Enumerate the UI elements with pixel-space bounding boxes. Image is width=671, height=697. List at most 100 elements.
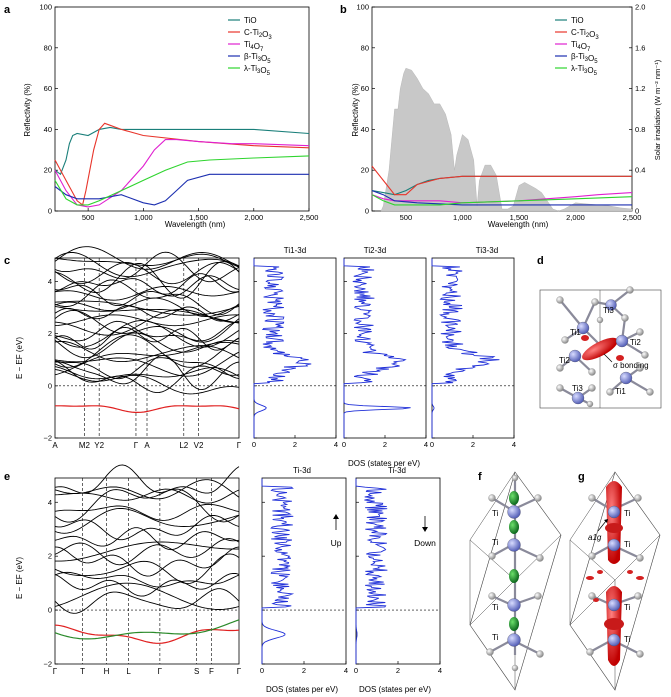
band-frame	[54, 477, 240, 665]
panel-g-label: Ti	[624, 540, 631, 549]
band-line	[54, 340, 240, 363]
y-tick-label: 40	[44, 125, 52, 134]
panel-c-letter: c	[4, 255, 10, 267]
x-tick-label: 4	[424, 440, 428, 449]
band-line	[54, 246, 240, 270]
panel-e-dos-xlabel-up: DOS (states per eV)	[266, 685, 338, 694]
dos-title: Ti3-3d	[476, 246, 498, 255]
panel-g-letter: g	[578, 471, 585, 483]
panel-f-label: Ti	[492, 509, 499, 518]
band-line	[54, 507, 240, 534]
band-line	[54, 479, 240, 500]
series-line-c-ti2o3	[371, 165, 632, 196]
y-tick-label: 0	[365, 207, 369, 216]
band-line	[54, 571, 240, 588]
x-tick-label: 2	[396, 666, 400, 675]
band-line	[54, 320, 240, 342]
band-line	[54, 488, 240, 523]
band-line	[54, 538, 240, 566]
y-right-tick-label: 1.2	[635, 84, 645, 93]
panel-c-ylabel: E − EF (eV)	[15, 337, 24, 379]
spin-down-arrowhead	[422, 527, 428, 532]
x-tick-label: 0	[260, 666, 264, 675]
x-tick-label: 4	[512, 440, 516, 449]
dos-title: Ti2-3d	[364, 246, 386, 255]
y-tick-label: −2	[43, 660, 52, 669]
dos-curve	[355, 478, 388, 664]
band-line	[54, 279, 240, 316]
panel-d-label: Ti2	[559, 356, 570, 365]
band-line	[54, 273, 240, 295]
k-point-label: Γ	[53, 667, 58, 676]
panel-e-dos: 0 2 4 Ti-3d 0 2 4 Ti-3d	[260, 466, 442, 675]
panel-d-label: Ti1	[570, 328, 581, 337]
x-tick-label: 4	[344, 666, 348, 675]
x-tick-label: 1,500	[189, 213, 208, 222]
solar-irradiation-area	[380, 67, 633, 212]
y-tick-label: 60	[44, 84, 52, 93]
panel-g-label: Ti	[624, 603, 631, 612]
panel-f-label: Ti	[492, 538, 499, 547]
band-line	[54, 546, 240, 577]
k-point-label: A	[144, 441, 150, 450]
band-line	[54, 360, 240, 394]
panel-b-xlabel: Wavelength (nm)	[488, 220, 549, 229]
panel-a-xlabel: Wavelength (nm)	[165, 220, 226, 229]
panel-c-band-structure: 420−2A M2 Y2 Γ A L2 V2 Γ	[43, 246, 242, 450]
y-tick-label: 60	[361, 84, 369, 93]
k-point-label: L2	[179, 441, 188, 450]
y-tick-label: 100	[39, 3, 52, 12]
k-point-label: Γ	[134, 441, 139, 450]
legend-label: C-Ti2O3	[244, 28, 272, 41]
y-tick-label: 0	[48, 381, 52, 390]
dos-curve	[343, 258, 411, 438]
dos-curve	[431, 258, 500, 438]
panel-b-solar-area	[380, 67, 633, 212]
panel-e-letter: e	[4, 471, 10, 483]
series-line-lambda-ti3o5	[371, 194, 633, 206]
y-right-tick-label: 0	[635, 207, 639, 216]
dos-title: Ti-3d	[293, 466, 311, 475]
band-line	[55, 405, 240, 413]
band-line	[54, 503, 240, 521]
legend-label: β-Ti3O5	[571, 52, 598, 65]
x-tick-label: 4	[334, 440, 338, 449]
panel-e-ylabel: E − EF (eV)	[15, 557, 24, 599]
x-tick-label: 2,500	[300, 213, 319, 222]
series-line-lambda-ti3o5	[54, 155, 310, 206]
band-line	[54, 515, 240, 541]
k-point-label: F	[209, 667, 214, 676]
panel-b-ylabel-right: Solar irradiation (W m⁻² nm⁻¹)	[653, 59, 662, 160]
k-point-label: H	[104, 667, 110, 676]
panel-c-dos: 0 2 4 Ti1-3d 0 2 4 Ti2-3d 0 2 4 Ti3-3d	[252, 246, 516, 449]
panel-a-letter: a	[4, 4, 11, 16]
y-tick-label: 0	[48, 207, 52, 216]
x-tick-label: 0	[430, 440, 434, 449]
band-line	[54, 334, 240, 368]
series-line-beta-ti3o5	[371, 190, 632, 206]
band-line	[54, 588, 240, 614]
k-point-label: L	[126, 667, 131, 676]
x-tick-label: 4	[438, 666, 442, 675]
band-line	[55, 541, 240, 562]
dos-curve	[261, 478, 295, 664]
series-line-ti4o7	[371, 192, 633, 204]
band-line	[54, 253, 240, 268]
x-tick-label: 500	[82, 213, 95, 222]
x-tick-label: 2	[293, 440, 297, 449]
y-tick-label: 20	[361, 166, 369, 175]
band-line	[54, 251, 240, 283]
legend-label: Ti4O7	[244, 40, 264, 53]
x-tick-label: 0	[252, 440, 256, 449]
x-tick-label: 2,000	[566, 213, 585, 222]
band-line	[54, 624, 240, 644]
y-tick-label: 100	[356, 3, 369, 12]
y-tick-label: 2	[48, 552, 52, 561]
band-line	[54, 572, 240, 597]
spin-down-label: Down	[414, 538, 436, 548]
band-line	[54, 366, 240, 380]
band-line	[54, 553, 240, 585]
spin-up-label: Up	[331, 538, 342, 548]
k-point-label: S	[194, 667, 199, 676]
